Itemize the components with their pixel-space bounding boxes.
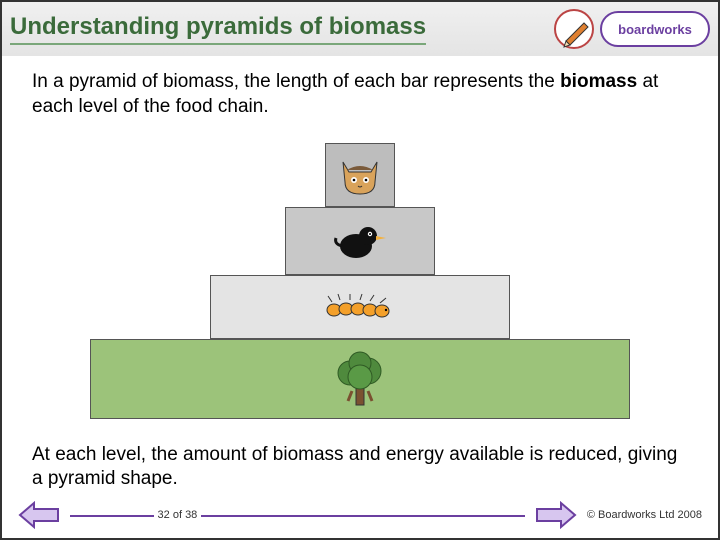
next-arrow-icon[interactable] [535, 501, 577, 529]
pencil-icon [554, 9, 594, 49]
page-indicator: 32 of 38 [70, 509, 525, 521]
slide-footer: 32 of 38 © Boardworks Ltd 2008 [2, 498, 718, 538]
logo-text: boardworks [618, 22, 692, 37]
intro-paragraph: In a pyramid of biomass, the length of e… [32, 70, 688, 119]
pyramid-level-bird [285, 207, 435, 275]
cat-icon [337, 152, 383, 198]
biomass-pyramid [32, 129, 688, 432]
prev-arrow-icon[interactable] [18, 501, 60, 529]
page-number: 32 of 38 [154, 509, 202, 521]
bird-icon [332, 216, 388, 266]
header-right: boardworks [554, 9, 710, 49]
pyramid-level-caterpillar [210, 275, 510, 339]
pyramid-level-cat [325, 143, 395, 207]
outro-paragraph: At each level, the amount of biomass and… [32, 443, 688, 492]
caterpillar-icon [320, 292, 400, 322]
intro-pre: In a pyramid of biomass, the length of e… [32, 71, 560, 92]
page-line [70, 515, 525, 517]
intro-bold: biomass [560, 71, 637, 92]
slide-header: Understanding pyramids of biomass boardw… [2, 2, 718, 56]
copyright-text: © Boardworks Ltd 2008 [587, 509, 702, 521]
slide: Understanding pyramids of biomass boardw… [0, 0, 720, 540]
slide-title: Understanding pyramids of biomass [10, 13, 426, 45]
boardworks-logo: boardworks [600, 11, 710, 47]
slide-body: In a pyramid of biomass, the length of e… [2, 56, 718, 498]
pyramid-level-tree [90, 339, 630, 419]
tree-icon [328, 347, 392, 411]
